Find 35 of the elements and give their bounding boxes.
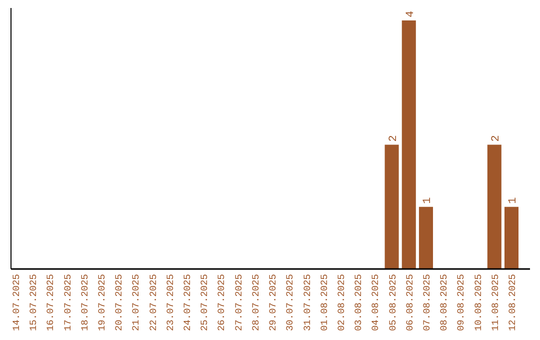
x-tick-label: 22.07.2025 [148, 274, 159, 332]
x-tick-label: 05.08.2025 [387, 274, 398, 332]
x-tick-label: 02.08.2025 [336, 274, 347, 332]
x-tick-label: 20.07.2025 [114, 274, 125, 332]
x-tick-label: 28.07.2025 [250, 274, 262, 332]
x-tick-label: 10.08.2025 [472, 274, 484, 332]
x-tick-label: 11.08.2025 [490, 274, 501, 332]
x-tick-label: 29.07.2025 [268, 274, 279, 332]
x-tick-label: 18.07.2025 [79, 274, 90, 332]
data-label: 1 [507, 196, 520, 204]
x-tick-label: 21.07.2025 [130, 274, 142, 332]
data-label: 1 [422, 196, 434, 204]
x-tick-label: 17.07.2025 [62, 274, 74, 332]
x-tick-label: 09.08.2025 [456, 274, 467, 332]
x-tick-label: 15.07.2025 [28, 274, 40, 332]
x-tick-label: 25.07.2025 [199, 274, 210, 332]
x-tick-label: 31.07.2025 [302, 274, 313, 332]
x-tick-label: 07.08.2025 [421, 274, 432, 332]
x-tick-label: 03.08.2025 [353, 274, 364, 332]
x-tick-label: 14.07.2025 [11, 274, 22, 332]
data-label: 2 [490, 135, 502, 142]
x-tick-label: 16.07.2025 [45, 274, 56, 332]
x-tick-label: 23.07.2025 [164, 274, 176, 332]
data-label: 2 [388, 135, 400, 142]
x-tick-label: 12.08.2025 [506, 274, 518, 332]
x-tick-label: 19.07.2025 [96, 274, 108, 332]
x-tick-label: 24.07.2025 [182, 274, 194, 332]
x-tick-label: 04.08.2025 [370, 274, 382, 332]
x-tick-label: 26.07.2025 [216, 274, 228, 332]
x-tick-label: 27.07.2025 [233, 274, 244, 332]
x-tick-label: 01.08.2025 [318, 274, 330, 332]
data-label: 4 [404, 10, 417, 18]
x-tick-label: 08.08.2025 [438, 274, 450, 332]
x-tick-label: 30.07.2025 [284, 274, 296, 332]
x-tick-label: 06.08.2025 [404, 274, 416, 332]
